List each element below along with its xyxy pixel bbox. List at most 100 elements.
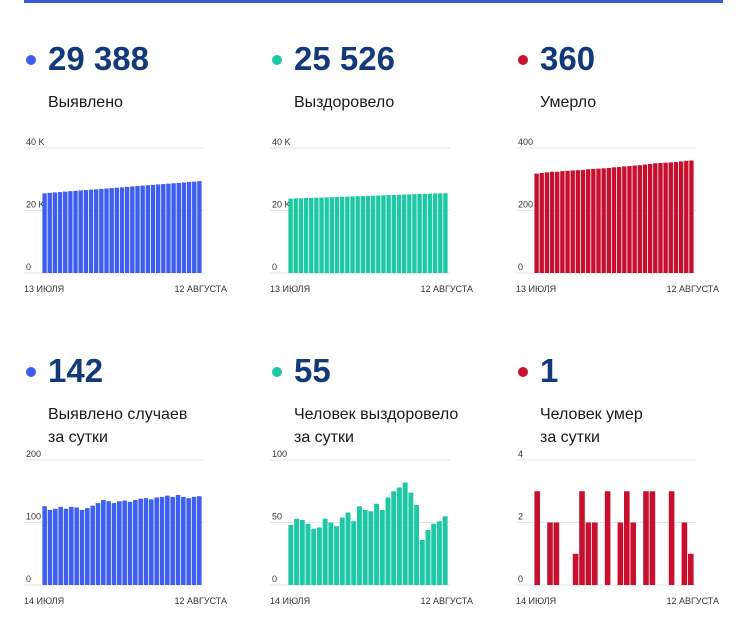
bar xyxy=(293,198,298,273)
bar xyxy=(663,162,668,273)
bar xyxy=(298,198,304,273)
y-tick-label: 4 xyxy=(518,449,523,459)
bar xyxy=(374,503,380,585)
bar xyxy=(553,522,560,585)
y-tick-label: 20 K xyxy=(272,200,291,210)
bar xyxy=(438,193,443,273)
bar xyxy=(391,194,396,273)
x-tick-label: 13 ИЮЛЯ xyxy=(516,284,556,294)
x-tick-label: 14 ИЮЛЯ xyxy=(270,596,310,606)
bar xyxy=(370,195,376,273)
bar xyxy=(117,501,122,585)
y-tick-label: 40 K xyxy=(26,137,45,147)
bar xyxy=(385,497,391,585)
stat-panel: 1 Человек умер за сутки 0 2 4 14 ИЮЛЯ 12 АВГУСТ… xyxy=(516,312,741,612)
bar xyxy=(565,170,570,273)
bar xyxy=(165,495,170,585)
bar xyxy=(592,522,598,585)
bar xyxy=(85,508,90,585)
bar xyxy=(159,496,165,585)
bar xyxy=(305,523,311,585)
bar xyxy=(579,491,585,585)
stat-label: Человек выздоровело xyxy=(294,406,459,423)
bar xyxy=(350,196,355,273)
x-tick-label: 13 ИЮЛЯ xyxy=(270,284,310,294)
bar xyxy=(596,168,601,273)
x-tick-label: 14 ИЮЛЯ xyxy=(516,596,556,606)
bar xyxy=(547,522,553,585)
bar xyxy=(356,506,362,585)
bar xyxy=(427,193,433,273)
bar xyxy=(606,168,612,273)
bar xyxy=(616,167,622,273)
bar xyxy=(192,181,197,273)
stat-label: Человек умер xyxy=(540,406,643,423)
bar xyxy=(334,197,340,273)
bar xyxy=(368,511,374,585)
stat-label: за сутки xyxy=(294,429,354,446)
y-tick-label: 0 xyxy=(272,574,277,584)
bar xyxy=(637,165,642,273)
bar xyxy=(643,491,649,585)
x-tick-label: 12 АВГУСТА xyxy=(174,596,227,606)
bar xyxy=(145,185,150,273)
bar xyxy=(197,496,202,585)
bar xyxy=(303,198,309,273)
bar xyxy=(74,507,79,585)
bar xyxy=(138,498,143,585)
bar xyxy=(534,173,539,273)
bar xyxy=(63,191,68,273)
bar xyxy=(316,527,322,585)
bar xyxy=(288,525,294,585)
bar xyxy=(408,492,414,585)
bar xyxy=(73,190,78,273)
bar xyxy=(627,166,632,273)
x-tick-label: 12 АВГУСТА xyxy=(666,284,719,294)
bar-chart: 0 20 K 40 K 13 ИЮЛЯ 12 АВГУСТА xyxy=(24,137,227,294)
bar xyxy=(539,173,544,273)
bar xyxy=(422,193,427,273)
bar xyxy=(119,187,125,273)
bar xyxy=(94,189,99,273)
bar xyxy=(580,169,586,273)
stat-panel: 360 Умерло 0 200 400 13 ИЮЛЯ 12 АВГУСТА xyxy=(516,0,741,300)
bar xyxy=(329,197,335,273)
bar xyxy=(570,170,575,273)
bar xyxy=(69,506,74,585)
stat-panel: 142 Выявлено случаев за сутки 0 100 200 14 ИЮЛ… xyxy=(24,312,254,612)
legend-dot xyxy=(26,367,36,377)
legend-dot xyxy=(272,55,282,65)
y-tick-label: 50 xyxy=(272,512,282,522)
bar xyxy=(355,196,360,273)
bar xyxy=(288,198,293,273)
bar xyxy=(412,194,417,273)
bar xyxy=(653,163,658,273)
bar xyxy=(124,186,130,273)
bar xyxy=(175,495,181,585)
bar xyxy=(396,487,402,585)
bar xyxy=(328,522,334,585)
bar xyxy=(83,190,89,273)
bar xyxy=(78,190,83,273)
bar xyxy=(407,194,412,273)
x-tick-label: 13 ИЮЛЯ xyxy=(24,284,64,294)
bar xyxy=(632,165,637,273)
stat-value: 55 xyxy=(294,352,331,389)
legend-dot xyxy=(518,55,528,65)
bar-chart: 0 50 100 14 ИЮЛЯ 12 АВГУСТА xyxy=(270,449,473,606)
bar xyxy=(572,553,579,585)
bar xyxy=(604,491,611,585)
bar xyxy=(68,191,73,273)
bar xyxy=(186,182,192,273)
bar xyxy=(442,516,448,585)
bar xyxy=(130,186,135,273)
bar xyxy=(443,193,448,273)
y-tick-label: 100 xyxy=(272,449,287,459)
bar xyxy=(191,496,197,585)
stat-value: 29 388 xyxy=(48,40,149,77)
y-tick-label: 20 K xyxy=(26,200,45,210)
stat-label: за сутки xyxy=(540,429,600,446)
bar xyxy=(47,192,52,273)
bar-chart: 0 2 4 14 ИЮЛЯ 12 АВГУСТА xyxy=(516,449,719,606)
bar xyxy=(170,496,175,585)
